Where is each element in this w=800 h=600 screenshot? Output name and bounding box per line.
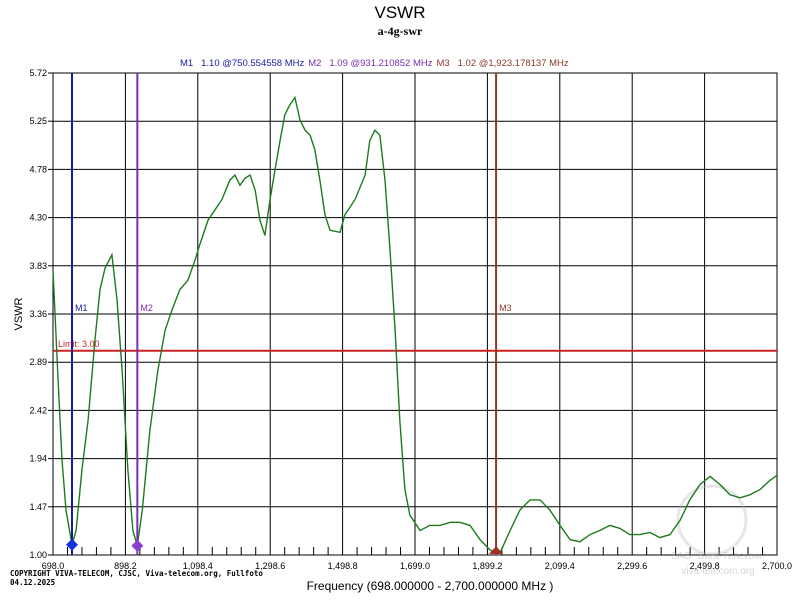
x-tick-label: 1,899.2 (472, 561, 502, 571)
marker-label-m2: M2 (140, 303, 153, 313)
marker-label-m3: M3 (499, 303, 512, 313)
markers: M1 M2 M3 (66, 73, 512, 555)
marker-triangle-m3 (489, 545, 504, 554)
marker-diamond-m1 (66, 538, 79, 551)
y-axis-label: VSWR (13, 297, 25, 330)
x-axis-label: Frequency (698.000000 - 2,700.000000 MHz… (307, 579, 554, 593)
y-tick-label: 3.83 (29, 261, 47, 271)
limit-label: Limit: 3.00 (58, 339, 100, 349)
marker-readout-m2: M2 1.09 @931.210852 MHz (308, 58, 432, 69)
y-tick-label: 5.25 (29, 116, 47, 126)
x-tick-label: 1,699.0 (400, 561, 430, 571)
watermark: ЗАО "Вига-Телеком" viva-telecom.org (671, 484, 765, 577)
x-tick-label: 898.2 (114, 561, 137, 571)
grid (52, 72, 778, 556)
y-tick-label: 2.89 (29, 357, 47, 367)
y-tick-label: 5.72 (29, 68, 47, 78)
watermark-line1: ЗАО "Вига-Телеком" (671, 551, 765, 562)
y-axis-ticks: 1.00 1.47 1.94 2.42 2.89 3.36 3.83 4.30 4.78 5.25… (29, 68, 53, 560)
x-tick-label: 2,099.4 (545, 561, 575, 571)
x-tick-label: 1,098.4 (183, 561, 213, 571)
y-tick-label: 3.36 (29, 309, 47, 319)
marker-diamond-m2 (131, 539, 144, 552)
chart-subtitle: a-4g-swr (378, 24, 423, 38)
chart-title: VSWR (375, 3, 426, 22)
x-tick-label: 2,499.8 (690, 561, 720, 571)
marker-readout-m1: M1 1.10 @750.554558 MHz (180, 58, 304, 69)
marker-label-m1: M1 (75, 303, 88, 313)
x-axis-ticks: 698.0 898.2 1,098.4 1,298.6 1,498.8 1,699.0 1,… (42, 561, 792, 571)
x-tick-label: 698.0 (42, 561, 65, 571)
marker-readout-m3: M3 1.02 @1,923.178137 MHz (437, 58, 569, 69)
vswr-trace (52, 95, 778, 554)
x-tick-label: 1,498.8 (328, 561, 358, 571)
y-tick-label: 4.78 (29, 164, 47, 174)
watermark-line2: viva-telecom.org (681, 566, 754, 577)
y-tick-label: 4.30 (29, 213, 47, 223)
x-tick-label: 2,700.0 (762, 561, 792, 571)
x-tick-label: 1,298.6 (255, 561, 285, 571)
marker-readouts: M1 1.10 @750.554558 MHz M2 1.09 @931.2108… (180, 58, 569, 69)
copyright-text: COPYRIGHT VIVA-TELECOM, CJSC, Viva-telec… (10, 569, 263, 578)
footer-date: 04.12.2025 (10, 578, 55, 587)
x-tick-label: 2,299.6 (617, 561, 647, 571)
y-tick-label: 1.47 (29, 502, 47, 512)
y-tick-label: 1.00 (29, 550, 47, 560)
y-tick-label: 1.94 (29, 454, 47, 464)
y-tick-label: 2.42 (29, 405, 47, 415)
